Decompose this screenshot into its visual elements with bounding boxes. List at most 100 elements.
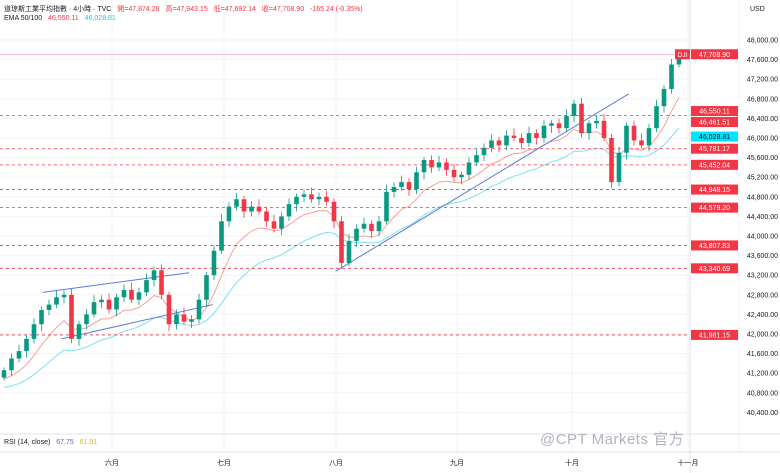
candle-body bbox=[99, 299, 104, 303]
candle-body bbox=[624, 125, 629, 153]
candle-body bbox=[114, 297, 119, 310]
price-tick-label: 47,600.00 bbox=[747, 57, 778, 64]
candle-body bbox=[586, 123, 592, 134]
price-level-label: 46,461.51 bbox=[699, 120, 730, 127]
candle-body bbox=[564, 115, 569, 129]
candle-body bbox=[451, 169, 457, 178]
price-tick-label: 40,800.00 bbox=[747, 390, 778, 397]
candle bbox=[189, 315, 194, 328]
candle-body bbox=[474, 155, 479, 163]
price-level-badge bbox=[691, 202, 738, 213]
candle-body bbox=[571, 103, 577, 116]
candle bbox=[159, 264, 164, 300]
candle bbox=[526, 126, 532, 147]
candle bbox=[331, 198, 337, 229]
candle-body bbox=[519, 138, 524, 143]
candle bbox=[661, 85, 667, 113]
candle-body bbox=[211, 250, 217, 276]
price-tick-label: 41,200.00 bbox=[747, 371, 778, 378]
trend-line bbox=[61, 304, 213, 340]
candle-body bbox=[601, 120, 607, 138]
candle bbox=[121, 284, 127, 303]
candle bbox=[429, 155, 434, 173]
ema-label: EMA 50/100 bbox=[4, 15, 43, 22]
candle-body bbox=[384, 191, 389, 222]
candle-body bbox=[444, 162, 449, 170]
price-level-badge bbox=[691, 159, 738, 170]
candle bbox=[594, 115, 599, 129]
candle-body bbox=[31, 324, 37, 339]
candle bbox=[481, 143, 487, 162]
candle-body bbox=[639, 140, 644, 146]
candle bbox=[264, 206, 269, 227]
price-tick-label: 42,800.00 bbox=[747, 292, 778, 299]
candle-body bbox=[646, 128, 652, 146]
candle bbox=[241, 195, 247, 219]
candle bbox=[211, 245, 217, 281]
candle bbox=[624, 122, 629, 160]
candle-body bbox=[354, 228, 359, 241]
time-tick-label: 八月 bbox=[329, 459, 343, 467]
candle-body bbox=[241, 199, 247, 212]
candle-body bbox=[436, 162, 442, 168]
candle-body bbox=[609, 138, 614, 183]
high-value: 高=47,943.15 bbox=[165, 6, 208, 13]
candle bbox=[286, 198, 292, 222]
candle-body bbox=[391, 187, 397, 192]
candle-body bbox=[489, 140, 494, 148]
ema-legend: EMA 50/100 46,550.11 46,028.81 bbox=[4, 15, 120, 22]
candle bbox=[226, 202, 232, 228]
candle bbox=[436, 155, 442, 172]
candle-body bbox=[496, 140, 502, 146]
price-level-badge bbox=[691, 143, 738, 154]
candle bbox=[354, 224, 359, 247]
candle-body bbox=[271, 221, 277, 229]
candle bbox=[376, 215, 382, 236]
candle bbox=[234, 193, 239, 211]
candle-body bbox=[331, 201, 337, 222]
candle-body bbox=[76, 324, 82, 339]
price-tick-label: 48,000.00 bbox=[747, 38, 778, 45]
time-tick-label: 十一月 bbox=[678, 458, 699, 467]
candle-body bbox=[279, 216, 284, 229]
candle bbox=[69, 288, 74, 344]
candle bbox=[256, 199, 262, 215]
change-value: -165.24 (-0.35%) bbox=[310, 6, 363, 13]
candle-body bbox=[676, 54, 682, 65]
candle-body bbox=[46, 304, 52, 310]
candle-body bbox=[256, 206, 262, 212]
ema100-value: 46,028.81 bbox=[84, 15, 116, 22]
candle-body bbox=[204, 275, 209, 300]
candle-body bbox=[661, 89, 667, 107]
price-level-label: 45,452.04 bbox=[699, 162, 730, 169]
last-price-label: 47,708.90 bbox=[699, 52, 730, 59]
candle-body bbox=[189, 319, 194, 322]
candle-body bbox=[526, 133, 532, 143]
price-level-label: 44,579.20 bbox=[699, 205, 730, 212]
candle bbox=[24, 334, 29, 358]
rsi-value: 67.75 bbox=[56, 439, 74, 446]
candle-body bbox=[414, 172, 419, 190]
candle bbox=[249, 201, 254, 217]
candle bbox=[631, 120, 637, 146]
candle-body bbox=[594, 120, 599, 124]
time-tick-label: 九月 bbox=[450, 458, 464, 467]
candle bbox=[534, 129, 539, 145]
price-level-label: 41,981.15 bbox=[699, 332, 730, 339]
candle bbox=[564, 109, 569, 132]
candle-body bbox=[511, 135, 517, 138]
price-level-badge bbox=[691, 240, 738, 251]
candle-body bbox=[549, 123, 554, 126]
candle bbox=[31, 318, 37, 344]
candle-body bbox=[579, 103, 584, 134]
price-level-label: 44,948.15 bbox=[699, 187, 730, 194]
candle-body bbox=[376, 221, 382, 232]
candle bbox=[136, 287, 142, 306]
candle-body bbox=[16, 351, 22, 359]
candle-body bbox=[91, 302, 97, 315]
candle-body bbox=[361, 223, 367, 229]
candle bbox=[294, 193, 299, 212]
candle bbox=[466, 157, 472, 180]
